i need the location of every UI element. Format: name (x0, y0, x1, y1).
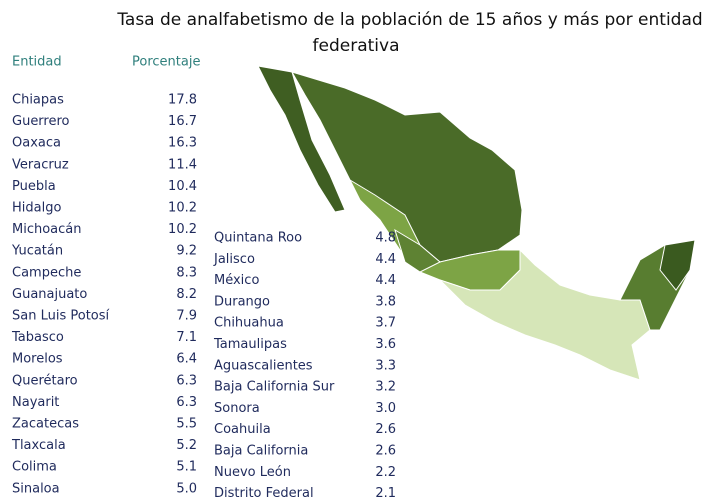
percentage: 3.3 (375, 358, 396, 373)
percentage: 2.1 (375, 486, 396, 501)
map-baja (257, 65, 346, 213)
entity-name: Michoacán (12, 222, 82, 237)
percentage: 7.1 (176, 330, 197, 345)
percentage: 17.8 (168, 93, 197, 108)
percentage: 10.2 (168, 201, 197, 216)
entity-name: Yucatán (11, 244, 63, 259)
entity-name: Tabasco (11, 330, 64, 345)
percentage: 2.2 (375, 465, 396, 480)
entity-name: Distrito Federal (214, 486, 314, 501)
entity-name: Guanajuato (12, 287, 87, 302)
map (257, 65, 696, 381)
percentage: 6.4 (176, 352, 197, 367)
percentage: 2.6 (375, 422, 396, 437)
percentage: 6.3 (176, 373, 197, 388)
entity-name: Puebla (12, 179, 56, 194)
entity-name: Campeche (12, 265, 81, 280)
percentage: 9.2 (176, 244, 197, 259)
entity-name: Chihuahua (214, 316, 284, 331)
percentage: 4.4 (375, 273, 396, 288)
column-header: Entidad (12, 55, 62, 70)
entity-name: México (214, 273, 259, 288)
percentage: 8.2 (176, 287, 197, 302)
title: federativa (313, 36, 400, 56)
entity-name: San Luis Potosí (12, 309, 110, 324)
entity-name: Coahuila (214, 422, 271, 437)
entity-name: Tlaxcala (11, 438, 66, 453)
column-header: Porcentaje (132, 55, 200, 70)
table-rows: Chiapas 17.8 Guerrero 16.7 Oaxaca 16.3 Veracru… (11, 93, 396, 502)
percentage: 2.6 (375, 444, 396, 459)
map-yucatan-2 (659, 239, 696, 291)
percentage: 3.6 (375, 337, 396, 352)
percentage: 4.8 (375, 231, 396, 246)
entity-name: Querétaro (12, 373, 78, 388)
entity-name: Nuevo León (214, 465, 291, 480)
percentage: 3.0 (375, 401, 396, 416)
percentage: 10.4 (168, 179, 197, 194)
percentage: 5.5 (176, 417, 197, 432)
entity-name: Sonora (214, 401, 260, 416)
entity-name: Morelos (12, 352, 63, 367)
entity-name: Baja California (214, 444, 308, 459)
entity-name: Tamaulipas (213, 337, 287, 352)
percentage: 7.9 (176, 309, 197, 324)
percentage: 5.1 (176, 460, 197, 475)
title: Tasa de analfabetismo de la población de… (116, 10, 702, 30)
entity-name: Jalisco (213, 252, 255, 267)
percentage: 3.7 (375, 316, 396, 331)
entity-name: Baja California Sur (214, 380, 335, 395)
percentage: 3.8 (375, 294, 396, 309)
percentage: 5.0 (176, 481, 197, 496)
percentage: 16.3 (168, 136, 197, 151)
map-west (394, 228, 441, 273)
entity-name: Aguascalientes (214, 358, 313, 373)
entity-name: Colima (12, 460, 57, 475)
percentage: 10.2 (168, 222, 197, 237)
entity-name: Nayarit (12, 395, 59, 410)
percentage: 16.7 (168, 114, 197, 129)
entity-name: Veracruz (12, 157, 69, 172)
entity-name: Hidalgo (12, 201, 61, 216)
entity-name: Chiapas (12, 93, 64, 108)
percentage: 5.2 (176, 438, 197, 453)
percentage: 4.4 (375, 252, 396, 267)
entity-name: Durango (214, 294, 270, 309)
entity-name: Sinaloa (12, 481, 60, 496)
percentage: 6.3 (176, 395, 197, 410)
percentage: 3.2 (375, 380, 396, 395)
percentage: 8.3 (176, 265, 197, 280)
percentage: 11.4 (168, 157, 197, 172)
map-south (439, 248, 651, 381)
entity-name: Quintana Roo (214, 231, 302, 246)
entity-name: Guerrero (12, 114, 70, 129)
entity-name: Oaxaca (12, 136, 61, 151)
entity-name: Zacatecas (12, 417, 79, 432)
